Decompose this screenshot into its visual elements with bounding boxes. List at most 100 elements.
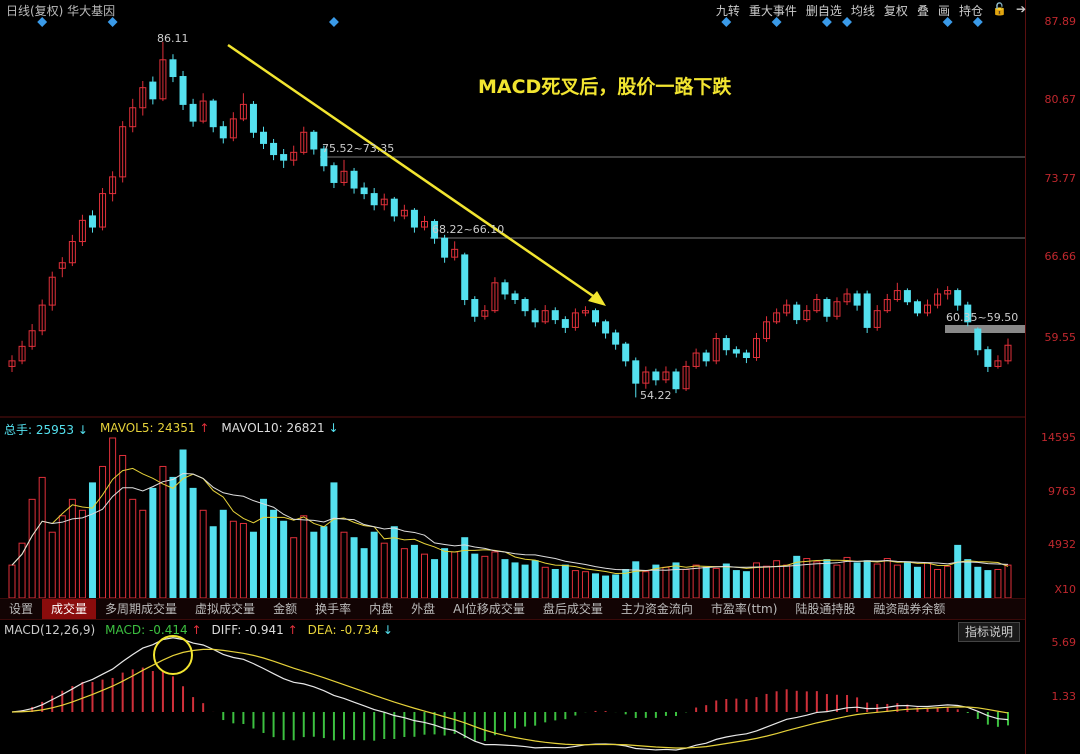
- volume-bar: [803, 558, 811, 599]
- mavol10-line: [11, 472, 1009, 571]
- tab-2[interactable]: 多周期成交量: [105, 602, 178, 616]
- volume-bar: [310, 531, 318, 599]
- tab-7[interactable]: 外盘: [411, 602, 436, 616]
- candle-body: [662, 371, 670, 381]
- candle-body: [58, 262, 66, 269]
- volume-bar: [732, 570, 740, 599]
- candle-body: [843, 293, 851, 303]
- tab-0[interactable]: 设置: [9, 602, 34, 616]
- candle-body: [531, 310, 539, 323]
- candle-body: [642, 371, 650, 384]
- candle-body: [984, 349, 992, 367]
- volume-bar: [99, 465, 107, 599]
- trend-arrow-line: [227, 43, 597, 300]
- exit-icon[interactable]: ➔: [1015, 2, 1026, 16]
- indicator-help-button[interactable]: 指标说明: [957, 622, 1020, 642]
- macd-name: MACD(12,26,9): [4, 623, 96, 637]
- volume-bar: [883, 558, 891, 599]
- toolbar-moving-average[interactable]: 均线: [850, 4, 875, 18]
- candle-body: [410, 209, 418, 228]
- tab-9[interactable]: 盘后成交量: [542, 602, 603, 616]
- band1-label: 75.52~73.35: [322, 142, 395, 155]
- volume-bar: [531, 560, 539, 599]
- tab-3[interactable]: 虚拟成交量: [195, 602, 256, 616]
- candle-body: [280, 154, 288, 161]
- tab-11[interactable]: 市盈率(ttm): [710, 602, 778, 616]
- candle-body: [119, 126, 127, 178]
- toolbar-adjust[interactable]: 复权: [883, 4, 908, 18]
- volume-bar: [68, 498, 76, 599]
- volume-bar: [290, 537, 298, 599]
- volume-bar: [964, 559, 972, 599]
- candle-body: [501, 282, 509, 295]
- tab-4[interactable]: 金额: [273, 602, 298, 616]
- candle-body: [913, 301, 921, 314]
- toolbar-nine-turn[interactable]: 九转: [715, 4, 740, 18]
- volume-bar: [602, 575, 610, 599]
- toolbar-draw[interactable]: 画: [937, 4, 950, 18]
- event-marker-diamond: [37, 17, 48, 27]
- event-marker-diamond: [721, 17, 732, 27]
- candle-body: [149, 81, 157, 100]
- lock-icon[interactable]: 🔓: [991, 2, 1007, 16]
- candle-body: [481, 310, 489, 317]
- toolbar-major-events[interactable]: 重大事件: [748, 4, 797, 18]
- volume-bar: [742, 571, 750, 599]
- candle-body: [360, 187, 368, 195]
- volume-bar: [944, 565, 952, 599]
- volume-bar: [169, 476, 177, 599]
- volume-bar: [612, 574, 620, 599]
- candle-body: [431, 220, 439, 239]
- volume-bar: [380, 542, 388, 599]
- candle-body: [28, 330, 36, 347]
- candle-body: [199, 100, 207, 122]
- tab-13[interactable]: 融资融券余额: [873, 602, 946, 616]
- tab-6[interactable]: 内盘: [369, 602, 394, 616]
- volume-bar: [642, 571, 650, 599]
- candle-body: [310, 131, 318, 150]
- candle-body: [803, 310, 811, 321]
- tab-1[interactable]: 成交量: [42, 599, 97, 619]
- candle-body: [239, 103, 247, 120]
- indicator-tabs: 设置 成交量 多周期成交量 虚拟成交量 金额 换手率 内盘 外盘 AI位移成交量 盘后成交量 主力资…: [0, 598, 1025, 620]
- tab-10[interactable]: 主力资金流向: [620, 602, 693, 616]
- candle-body: [954, 290, 962, 306]
- price-tick: 73.77: [1044, 172, 1077, 185]
- candle-body: [883, 299, 891, 312]
- volume-bar: [974, 566, 982, 599]
- volume-bar: [672, 562, 680, 599]
- volume-bar: [420, 553, 428, 599]
- candle-body: [561, 319, 569, 328]
- volume-bar: [300, 515, 308, 599]
- candle-body: [893, 290, 901, 301]
- volume-bar: [179, 449, 187, 599]
- volume-bar: [924, 562, 932, 599]
- candle-body: [853, 293, 861, 306]
- event-marker-diamond: [972, 17, 983, 27]
- candle-body: [632, 360, 640, 384]
- candle-body: [260, 131, 268, 144]
- axis-divider: [1025, 0, 1026, 754]
- toolbar-remove-watchlist[interactable]: 删自选: [805, 4, 842, 18]
- volume-bar: [722, 563, 730, 599]
- volume-tick: X10: [1054, 583, 1076, 596]
- tab-5[interactable]: 换手率: [315, 602, 352, 616]
- volume-bar: [209, 526, 217, 599]
- toolbar-position[interactable]: 持仓: [958, 4, 983, 18]
- tab-8[interactable]: AI位移成交量: [453, 602, 525, 616]
- candle-body: [622, 343, 630, 362]
- volume-bar: [712, 567, 720, 599]
- volume-bar: [581, 571, 589, 599]
- toolbar-overlay[interactable]: 叠: [916, 4, 929, 18]
- volume-bar: [592, 573, 600, 599]
- dea-line: [11, 648, 1009, 749]
- candle-body: [18, 345, 26, 362]
- volume-header: 总手: 25953 ↓ MAVOL5: 24351 ↑ MAVOL10: 268…: [4, 421, 339, 438]
- volume-bar: [451, 551, 459, 599]
- stock-chart[interactable]: [0, 0, 1025, 754]
- volume-bar: [189, 487, 197, 599]
- tab-12[interactable]: 陆股通持股: [795, 602, 856, 616]
- volume-bar: [873, 563, 881, 599]
- candle-body: [330, 165, 338, 183]
- volume-bar: [320, 526, 328, 599]
